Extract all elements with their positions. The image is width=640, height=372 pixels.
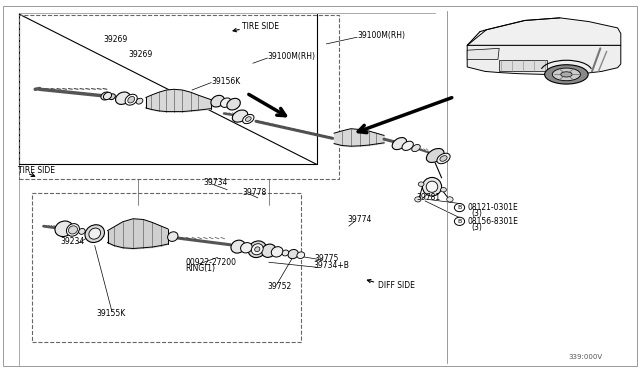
Ellipse shape	[241, 243, 252, 253]
Ellipse shape	[55, 221, 73, 237]
Ellipse shape	[271, 247, 283, 257]
Ellipse shape	[282, 250, 289, 256]
Ellipse shape	[128, 96, 134, 103]
Polygon shape	[499, 60, 547, 71]
Text: 39234: 39234	[61, 237, 85, 246]
Polygon shape	[467, 45, 621, 74]
Ellipse shape	[422, 177, 442, 196]
Ellipse shape	[440, 155, 447, 161]
Ellipse shape	[447, 197, 453, 202]
Ellipse shape	[545, 65, 588, 84]
Ellipse shape	[232, 110, 248, 122]
Ellipse shape	[440, 187, 447, 192]
Text: TIRE SIDE: TIRE SIDE	[242, 22, 279, 31]
Ellipse shape	[109, 94, 115, 100]
Text: 39100M(RH): 39100M(RH)	[268, 52, 316, 61]
Ellipse shape	[211, 95, 225, 107]
Ellipse shape	[168, 232, 178, 241]
Text: 39269: 39269	[128, 50, 152, 59]
Ellipse shape	[415, 197, 421, 202]
Ellipse shape	[262, 244, 276, 257]
Text: DIFF SIDE: DIFF SIDE	[378, 281, 415, 290]
Ellipse shape	[561, 72, 572, 77]
Text: 08156-8301E: 08156-8301E	[467, 217, 518, 226]
Ellipse shape	[248, 241, 266, 257]
Ellipse shape	[246, 117, 251, 121]
Text: 39778: 39778	[242, 188, 266, 197]
Ellipse shape	[68, 226, 77, 234]
Text: B: B	[458, 205, 461, 210]
Ellipse shape	[552, 68, 580, 81]
Ellipse shape	[243, 115, 254, 124]
Ellipse shape	[89, 228, 100, 239]
Ellipse shape	[392, 138, 406, 150]
Polygon shape	[467, 48, 499, 60]
Ellipse shape	[255, 247, 260, 251]
Ellipse shape	[231, 240, 245, 253]
Text: 39156K: 39156K	[211, 77, 241, 86]
Ellipse shape	[412, 144, 420, 152]
Bar	[32, 193, 301, 342]
Text: 00922-27200: 00922-27200	[186, 258, 237, 267]
Ellipse shape	[104, 92, 111, 100]
Ellipse shape	[288, 250, 298, 259]
Ellipse shape	[227, 98, 241, 110]
Text: 08121-0301E: 08121-0301E	[467, 203, 518, 212]
Text: 39752: 39752	[268, 282, 292, 291]
Text: 39269: 39269	[104, 35, 128, 44]
Text: TIRE SIDE: TIRE SIDE	[18, 166, 55, 175]
Ellipse shape	[437, 153, 450, 164]
Ellipse shape	[85, 225, 104, 243]
Text: 39155K: 39155K	[96, 309, 125, 318]
Text: 339:000V: 339:000V	[568, 354, 602, 360]
Text: 39775: 39775	[315, 254, 339, 263]
Ellipse shape	[67, 224, 79, 236]
Ellipse shape	[79, 228, 85, 234]
Bar	[19, 15, 339, 179]
Ellipse shape	[419, 182, 424, 186]
Text: 39100M(RH): 39100M(RH)	[357, 31, 405, 40]
Text: 39734: 39734	[204, 178, 228, 187]
Text: (3): (3)	[471, 209, 482, 218]
Ellipse shape	[297, 252, 305, 259]
Text: RING(1): RING(1)	[186, 264, 216, 273]
Ellipse shape	[125, 94, 138, 105]
Text: 39774: 39774	[348, 215, 372, 224]
Ellipse shape	[252, 244, 263, 255]
Polygon shape	[467, 18, 621, 45]
Ellipse shape	[402, 141, 413, 150]
Ellipse shape	[101, 92, 110, 100]
Ellipse shape	[454, 217, 465, 225]
Text: B: B	[458, 219, 461, 224]
Ellipse shape	[221, 98, 231, 108]
Ellipse shape	[426, 148, 444, 163]
Text: (3): (3)	[471, 223, 482, 232]
Ellipse shape	[426, 181, 438, 192]
Ellipse shape	[454, 203, 465, 212]
Text: 39734+B: 39734+B	[314, 262, 349, 270]
Text: 39781: 39781	[416, 193, 440, 202]
Ellipse shape	[136, 98, 143, 104]
Ellipse shape	[115, 92, 131, 105]
